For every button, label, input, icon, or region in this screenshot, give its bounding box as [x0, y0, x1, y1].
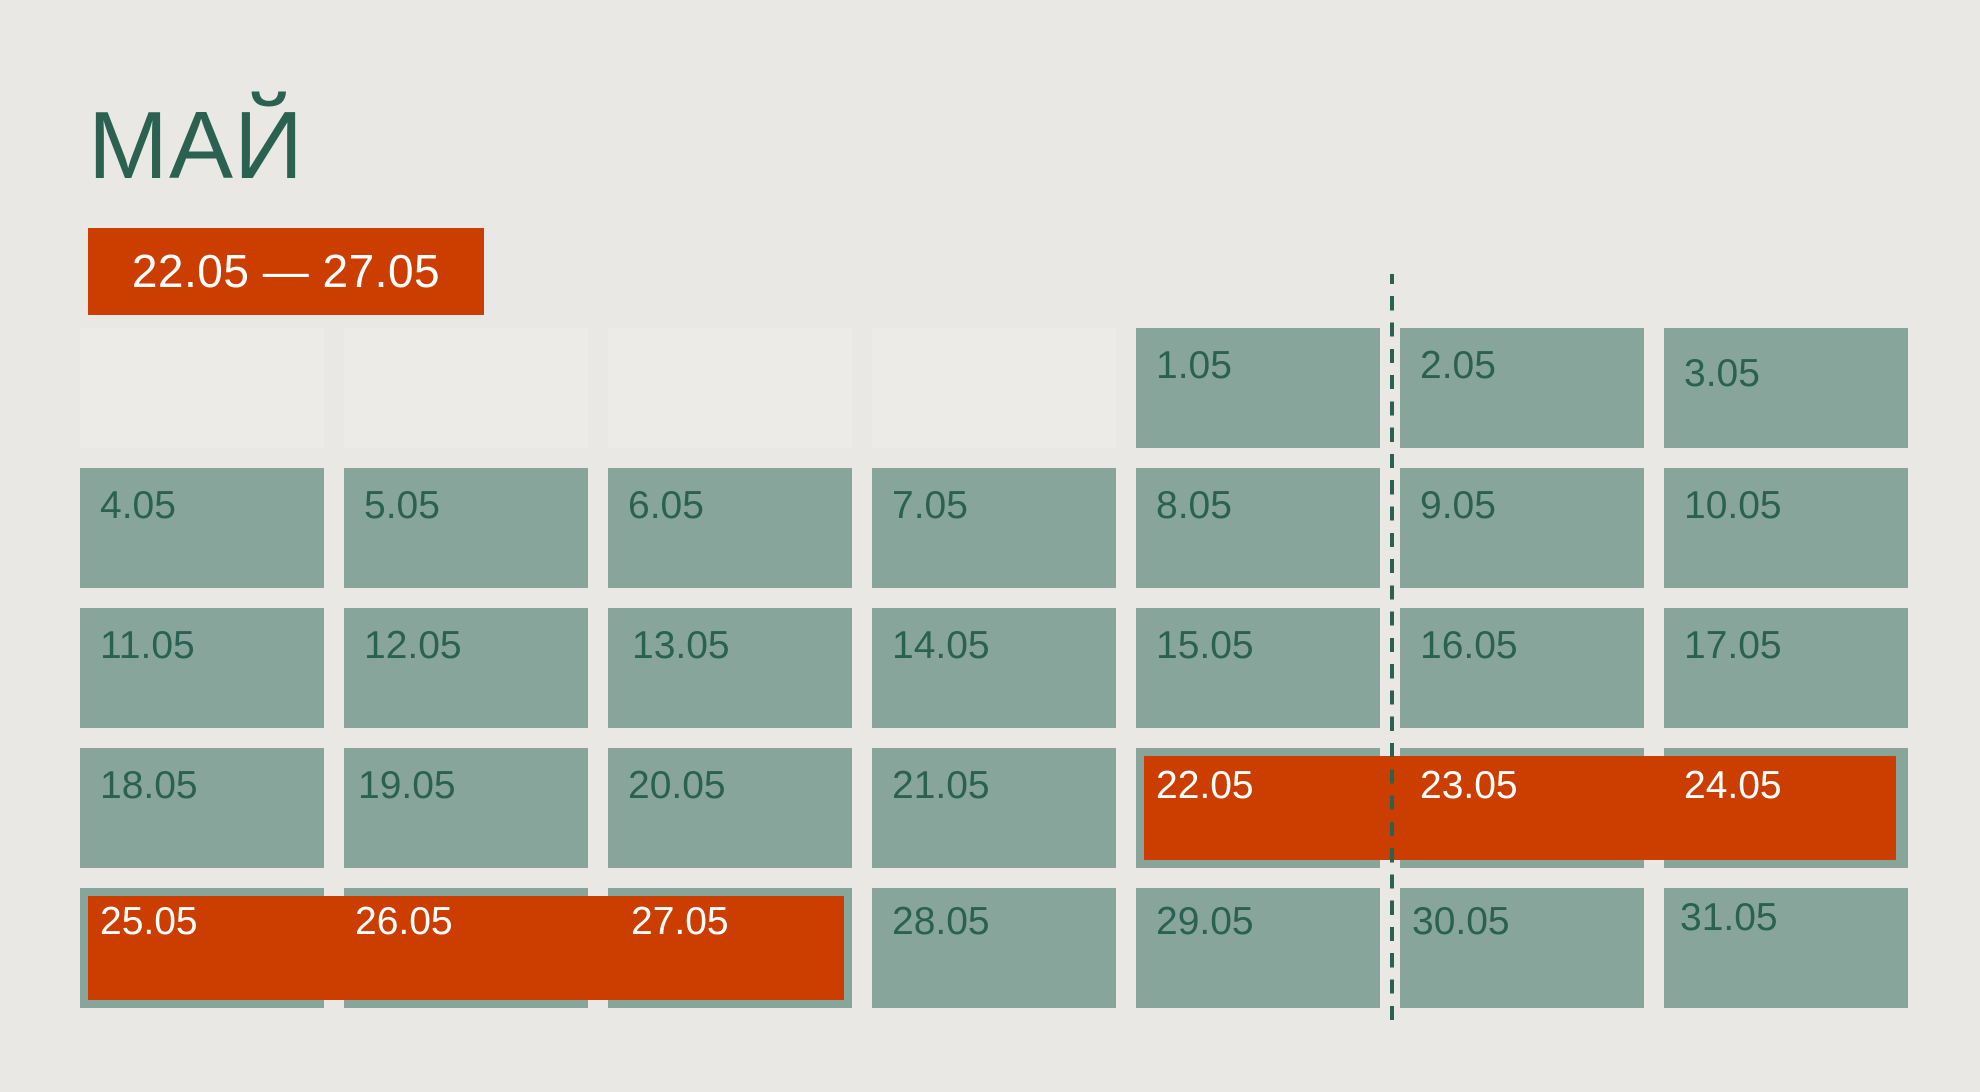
day-label: 14.05: [892, 624, 990, 667]
calendar-day-cell[interactable]: 5.05: [344, 468, 588, 588]
calendar-day-cell[interactable]: 16.05: [1400, 608, 1644, 728]
day-label: 16.05: [1420, 624, 1518, 667]
calendar-day-cell[interactable]: 18.05: [80, 748, 324, 868]
highlighted-day-label: 22.05: [1156, 764, 1254, 807]
highlighted-day-label: 24.05: [1684, 764, 1782, 807]
day-label: 10.05: [1684, 484, 1782, 527]
highlight-bar-week5: [88, 896, 844, 1000]
day-label: 15.05: [1156, 624, 1254, 667]
calendar-day-cell[interactable]: 20.05: [608, 748, 852, 868]
calendar-day-cell[interactable]: 21.05: [872, 748, 1116, 868]
calendar-day-cell[interactable]: 19.05: [344, 748, 588, 868]
day-label: 3.05: [1684, 352, 1760, 395]
calendar-day-cell[interactable]: 11.05: [80, 608, 324, 728]
calendar-day-cell[interactable]: 10.05: [1664, 468, 1908, 588]
day-label: 28.05: [892, 900, 990, 943]
day-label: 1.05: [1156, 344, 1232, 387]
calendar-day-cell[interactable]: 15.05: [1136, 608, 1380, 728]
day-label: 9.05: [1420, 484, 1496, 527]
calendar-day-cell[interactable]: 13.05: [608, 608, 852, 728]
day-label: 4.05: [100, 484, 176, 527]
month-title: МАЙ: [88, 92, 304, 199]
day-label: 7.05: [892, 484, 968, 527]
day-label: 2.05: [1420, 344, 1496, 387]
calendar-cell-empty: [344, 328, 588, 448]
day-label: 19.05: [358, 764, 456, 807]
highlighted-day-label: 23.05: [1420, 764, 1518, 807]
day-label: 20.05: [628, 764, 726, 807]
day-label: 13.05: [632, 624, 730, 667]
calendar-cell-empty: [872, 328, 1116, 448]
calendar-cell-empty: [608, 328, 852, 448]
calendar-day-cell[interactable]: 31.05: [1664, 888, 1908, 1008]
day-label: 11.05: [100, 624, 195, 667]
day-label: 29.05: [1156, 900, 1254, 943]
calendar-day-cell[interactable]: 17.05: [1664, 608, 1908, 728]
highlighted-day-label: 26.05: [355, 900, 453, 943]
calendar-cell-empty: [80, 328, 324, 448]
day-label: 17.05: [1684, 624, 1782, 667]
day-label: 6.05: [628, 484, 704, 527]
day-label: 18.05: [100, 764, 198, 807]
dashed-divider-line: [1390, 274, 1394, 1026]
day-label: 12.05: [364, 624, 462, 667]
calendar-day-cell[interactable]: 3.05: [1664, 328, 1908, 448]
calendar-day-cell[interactable]: 8.05: [1136, 468, 1380, 588]
date-range-badge: 22.05 — 27.05: [88, 228, 484, 315]
calendar-day-cell[interactable]: 9.05: [1400, 468, 1644, 588]
calendar-day-cell[interactable]: 12.05: [344, 608, 588, 728]
calendar-day-cell[interactable]: 30.05: [1400, 888, 1644, 1008]
day-label: 31.05: [1680, 896, 1778, 939]
calendar-grid: 1.05 2.05 3.05 4.05 5.05 6.05 7.05 8.05 …: [80, 328, 1908, 1008]
calendar-day-cell[interactable]: 14.05: [872, 608, 1116, 728]
highlighted-day-label: 25.05: [100, 900, 198, 943]
highlighted-day-label: 27.05: [631, 900, 729, 943]
calendar-day-cell[interactable]: 2.05: [1400, 328, 1644, 448]
calendar-day-cell[interactable]: 1.05: [1136, 328, 1380, 448]
calendar-day-cell[interactable]: 6.05: [608, 468, 852, 588]
calendar-day-cell[interactable]: 28.05: [872, 888, 1116, 1008]
calendar-day-cell[interactable]: 29.05: [1136, 888, 1380, 1008]
calendar-day-cell[interactable]: 7.05: [872, 468, 1116, 588]
day-label: 21.05: [892, 764, 990, 807]
calendar-day-cell[interactable]: 4.05: [80, 468, 324, 588]
day-label: 8.05: [1156, 484, 1232, 527]
highlight-bar-week4: [1144, 756, 1896, 860]
day-label: 5.05: [364, 484, 440, 527]
day-label: 30.05: [1412, 900, 1510, 943]
